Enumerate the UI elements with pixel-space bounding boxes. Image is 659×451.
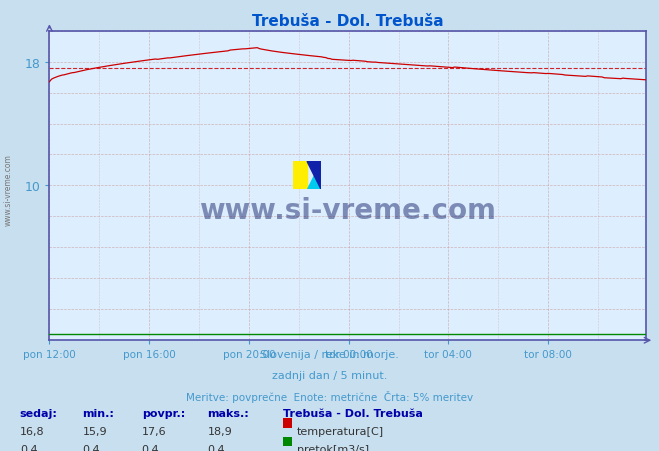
Text: www.si-vreme.com: www.si-vreme.com (3, 153, 13, 226)
Text: 0,4: 0,4 (82, 444, 100, 451)
Bar (293, 162, 307, 190)
Text: sedaj:: sedaj: (20, 408, 57, 418)
Text: pretok[m3/s]: pretok[m3/s] (297, 444, 369, 451)
Text: maks.:: maks.: (208, 408, 249, 418)
Text: 18,9: 18,9 (208, 426, 233, 436)
Text: 0,4: 0,4 (208, 444, 225, 451)
Text: povpr.:: povpr.: (142, 408, 185, 418)
Text: Slovenija / reke in morje.: Slovenija / reke in morje. (260, 350, 399, 359)
Text: min.:: min.: (82, 408, 114, 418)
Text: 15,9: 15,9 (82, 426, 107, 436)
Title: Trebuša - Dol. Trebuša: Trebuša - Dol. Trebuša (252, 14, 444, 29)
Text: www.si-vreme.com: www.si-vreme.com (199, 197, 496, 225)
Text: 17,6: 17,6 (142, 426, 166, 436)
Text: zadnji dan / 5 minut.: zadnji dan / 5 minut. (272, 370, 387, 380)
Polygon shape (307, 162, 321, 190)
Text: Trebuša - Dol. Trebuša: Trebuša - Dol. Trebuša (283, 408, 423, 418)
Text: 16,8: 16,8 (20, 426, 44, 436)
Text: Meritve: povprečne  Enote: metrične  Črta: 5% meritev: Meritve: povprečne Enote: metrične Črta:… (186, 390, 473, 402)
Text: 0,4: 0,4 (20, 444, 38, 451)
Text: 0,4: 0,4 (142, 444, 159, 451)
Polygon shape (307, 162, 321, 190)
Text: temperatura[C]: temperatura[C] (297, 426, 384, 436)
